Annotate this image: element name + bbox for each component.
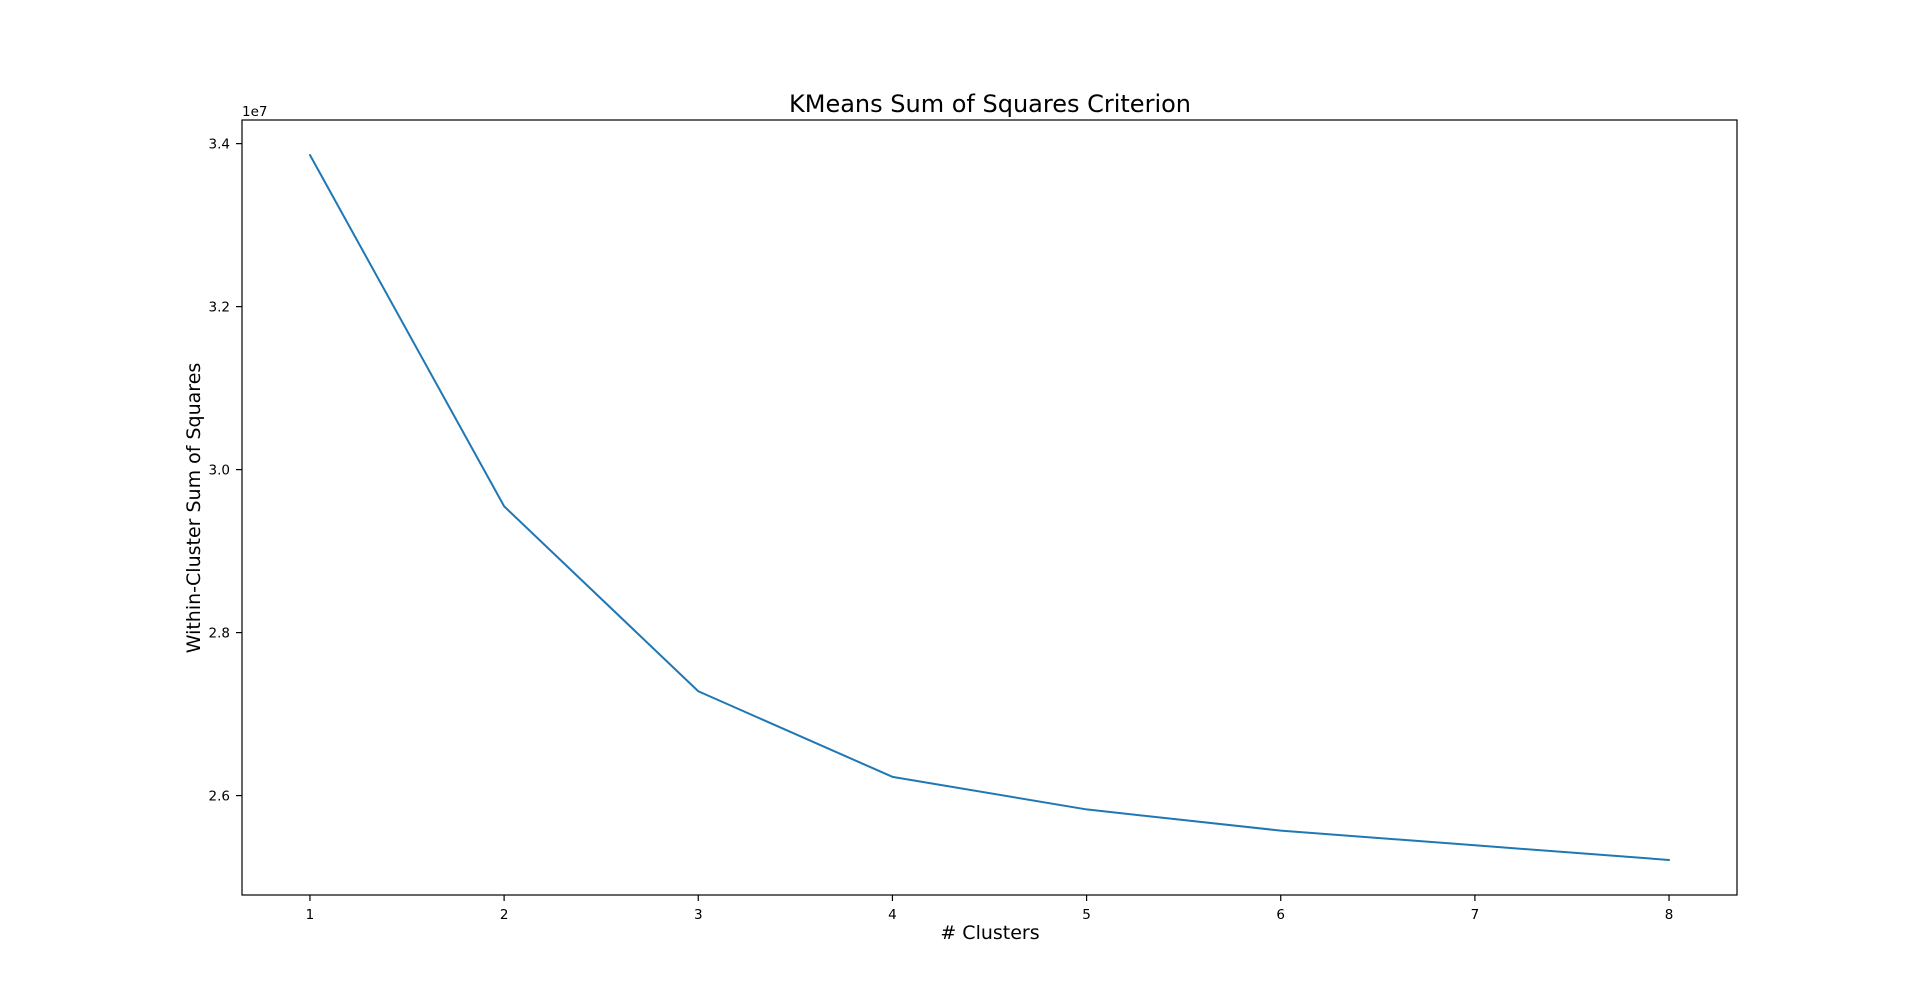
- y-tick-label: 2.8: [209, 626, 230, 642]
- y-tick-label: 3.2: [209, 300, 230, 316]
- y-axis-offset-label: 1e7: [242, 104, 267, 120]
- x-tick-label: 1: [306, 907, 315, 923]
- series-line: [308, 154, 1671, 861]
- x-axis: 1 2 3 4 5 6 7 8: [306, 895, 1674, 923]
- x-axis-label: # Clusters: [940, 922, 1039, 944]
- plot-area-frame: [241, 119, 1738, 896]
- chart-title: KMeans Sum of Squares Criterion: [789, 90, 1191, 118]
- y-axis-label: Within-Cluster Sum of Squares: [183, 363, 205, 654]
- series-layer: [308, 154, 1671, 861]
- x-tick-label: 3: [694, 907, 703, 923]
- x-tick-label: 8: [1665, 907, 1674, 923]
- y-tick-label: 3.4: [209, 137, 230, 153]
- y-tick-label: 3.0: [209, 463, 230, 479]
- x-tick-label: 7: [1471, 907, 1480, 923]
- x-tick-label: 2: [500, 907, 509, 923]
- x-tick-label: 6: [1276, 907, 1285, 923]
- x-tick-label: 4: [888, 907, 897, 923]
- y-tick-label: 2.6: [209, 789, 230, 805]
- y-axis: 2.6 2.8 3.0 3.2 3.4: [209, 137, 242, 805]
- x-tick-label: 5: [1082, 907, 1091, 923]
